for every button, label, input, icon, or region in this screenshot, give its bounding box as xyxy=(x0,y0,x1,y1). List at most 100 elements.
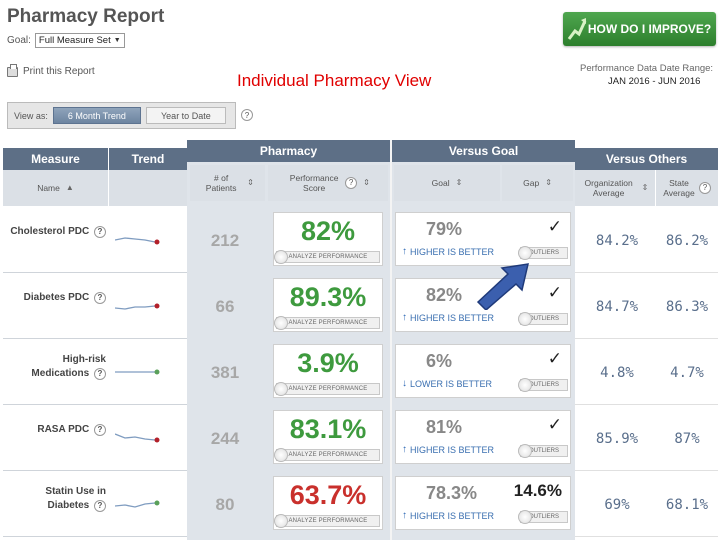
analyze-performance-button[interactable]: ANALYZE PERFORMANCE xyxy=(274,382,380,396)
organization-average: 69% xyxy=(604,497,630,513)
goal-value: 79% xyxy=(426,219,463,239)
page-title: Pharmacy Report xyxy=(7,6,165,27)
goal-value: 6% xyxy=(426,351,453,371)
goal-direction-label: LOWER IS BETTER xyxy=(410,378,493,389)
state-average: 68.1% xyxy=(665,497,709,513)
help-icon[interactable]: ? xyxy=(94,368,106,380)
gap-value: 14.6% xyxy=(513,481,562,500)
outliers-button[interactable]: OUTLIERS xyxy=(518,246,568,260)
subheader-org-avg[interactable]: Organization Average ⇕ xyxy=(575,170,655,206)
performance-score: 89.3% xyxy=(289,282,367,312)
row-divider xyxy=(575,338,718,339)
performance-score: 83.1% xyxy=(289,414,367,444)
panel-divider xyxy=(390,140,392,540)
gap-value: ✓ xyxy=(547,283,562,302)
view-option-6-month-trend[interactable]: 6 Month Trend xyxy=(52,107,141,124)
trend-sparkline[interactable] xyxy=(115,494,165,514)
sort-asc-icon: ▲ xyxy=(65,183,74,192)
state-average: 4.7% xyxy=(670,365,704,381)
state-average: 86.2% xyxy=(665,233,709,249)
date-range-label: Performance Data Date Range: xyxy=(580,63,714,74)
help-icon[interactable]: ? xyxy=(345,177,358,189)
goal-card: 79% ↑ HIGHER IS BETTER ✓ OUTLIERS xyxy=(395,212,571,266)
analyze-performance-button[interactable]: ANALYZE PERFORMANCE xyxy=(274,316,380,330)
help-icon[interactable]: ? xyxy=(94,292,106,304)
print-report-link[interactable]: Print this Report xyxy=(7,63,95,77)
arrow-up-icon: ↑ xyxy=(402,246,407,257)
trend-sparkline[interactable] xyxy=(115,428,165,448)
goal-direction-label: HIGHER IS BETTER xyxy=(410,246,495,257)
organization-average: 84.2% xyxy=(595,233,639,249)
measure-name: RASA PDC xyxy=(37,424,90,435)
performance-card: 3.9% ANALYZE PERFORMANCE xyxy=(273,344,383,398)
help-icon[interactable]: ? xyxy=(94,424,106,436)
goal-direction: ↑ HIGHER IS BETTER xyxy=(402,312,494,323)
goal-card: 78.3% ↑ HIGHER IS BETTER 14.6% OUTLIERS xyxy=(395,476,571,530)
analyze-performance-button[interactable]: ANALYZE PERFORMANCE xyxy=(274,514,380,528)
overlay-title: Individual Pharmacy View xyxy=(237,71,432,90)
sort-icon: ⇕ xyxy=(545,178,552,187)
help-icon[interactable]: ? xyxy=(94,226,106,238)
help-icon[interactable]: ? xyxy=(699,182,711,194)
analyze-performance-button[interactable]: ANALYZE PERFORMANCE xyxy=(274,448,380,462)
organization-average: 85.9% xyxy=(595,431,639,447)
gap-value: ✓ xyxy=(547,349,562,368)
goal-direction-label: HIGHER IS BETTER xyxy=(410,444,495,455)
performance-score: 82% xyxy=(300,216,356,246)
gap-value: ✓ xyxy=(547,415,562,434)
subheader-state-avg-label: State Average xyxy=(663,178,695,198)
goal-direction-label: HIGHER IS BETTER xyxy=(410,312,495,323)
subheader-state-avg[interactable]: State Average ? xyxy=(656,170,718,206)
goal-direction: ↑ HIGHER IS BETTER xyxy=(402,444,494,455)
outliers-button[interactable]: OUTLIERS xyxy=(518,444,568,458)
trend-sparkline[interactable] xyxy=(115,296,165,316)
outliers-button[interactable]: OUTLIERS xyxy=(518,312,568,326)
organization-average: 84.7% xyxy=(595,299,639,315)
row-divider xyxy=(575,470,718,471)
sort-icon: ⇕ xyxy=(363,178,370,187)
goal-value: 81% xyxy=(426,417,463,437)
view-as-label: View as: xyxy=(14,110,48,121)
subheader-name-label: Name xyxy=(37,183,60,193)
goal-direction: ↓ LOWER IS BETTER xyxy=(402,378,492,389)
subheader-performance[interactable]: Performance Score ? ⇕ xyxy=(268,165,388,201)
subheader-patients-label: # of Patients xyxy=(205,173,237,193)
row-divider xyxy=(575,272,718,273)
row-divider xyxy=(575,536,718,537)
row-divider xyxy=(3,404,187,405)
row-divider xyxy=(575,404,718,405)
outliers-button[interactable]: OUTLIERS xyxy=(518,510,568,524)
measure-name-cell: Statin Use in Diabetes ? xyxy=(10,485,106,513)
patients-count: 212 xyxy=(210,231,240,250)
gap-value: ✓ xyxy=(547,217,562,236)
goal-card: 6% ↓ LOWER IS BETTER ✓ OUTLIERS xyxy=(395,344,571,398)
subheader-trend-blank xyxy=(109,170,187,206)
trend-sparkline[interactable] xyxy=(115,362,165,382)
subheader-patients[interactable]: # of Patients ⇕ xyxy=(190,165,265,201)
subheader-goal[interactable]: Goal ⇕ xyxy=(394,165,500,201)
outliers-button[interactable]: OUTLIERS xyxy=(518,378,568,392)
printer-icon xyxy=(7,63,18,77)
organization-average: 4.8% xyxy=(600,365,634,381)
subheader-goal-label: Goal xyxy=(431,178,450,188)
trend-sparkline[interactable] xyxy=(115,230,165,250)
how-do-i-improve-button[interactable]: HOW DO I IMPROVE? xyxy=(563,12,716,46)
subheader-name[interactable]: Name ▲ xyxy=(3,170,108,206)
measure-name: High-risk Medications xyxy=(31,354,106,379)
arrow-up-icon: ↑ xyxy=(402,510,407,521)
performance-card: 63.7% ANALYZE PERFORMANCE xyxy=(273,476,383,530)
goal-select[interactable]: Full Measure Set ▼ xyxy=(34,33,125,48)
patients-count: 80 xyxy=(215,495,235,514)
sort-icon: ⇕ xyxy=(247,178,254,187)
subheader-gap[interactable]: Gap ⇕ xyxy=(502,165,573,201)
help-icon[interactable]: ? xyxy=(94,500,106,512)
view-option-year-to-date[interactable]: Year to Date xyxy=(145,107,226,124)
help-icon[interactable]: ? xyxy=(241,109,253,121)
caret-down-icon: ▼ xyxy=(113,37,121,44)
date-range: Performance Data Date Range: JAN 2016 - … xyxy=(580,62,713,88)
analyze-performance-button[interactable]: ANALYZE PERFORMANCE xyxy=(274,250,380,264)
print-report-label: Print this Report xyxy=(23,66,95,77)
patients-count: 66 xyxy=(215,297,235,316)
pharmacy-panel xyxy=(187,140,575,540)
row-divider xyxy=(3,470,187,471)
